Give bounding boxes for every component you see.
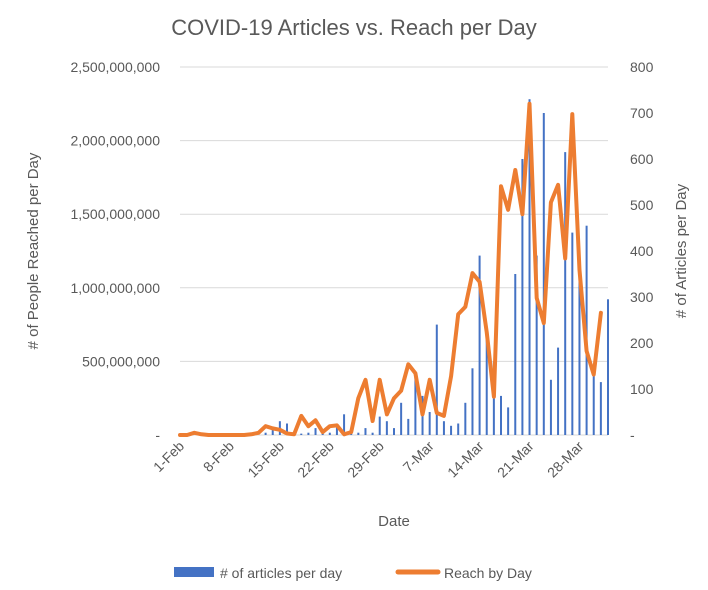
bar xyxy=(592,370,595,435)
bar xyxy=(328,432,331,435)
legend-label-articles: # of articles per day xyxy=(220,565,342,581)
left-axis-ticks: - 500,000,000 1,000,000,000 1,500,000,000 2,… xyxy=(70,59,160,443)
bar xyxy=(300,433,303,435)
left-tick-label: 1,500,000,000 xyxy=(70,206,160,222)
bar xyxy=(571,232,574,435)
x-axis-title: Date xyxy=(378,513,410,530)
bar xyxy=(435,324,438,435)
bar xyxy=(535,255,538,435)
bar xyxy=(357,432,360,435)
bar xyxy=(549,379,552,435)
chart-title: COVID-19 Articles vs. Reach per Day xyxy=(171,15,537,40)
y-axis-left-title: # of People Reached per Day xyxy=(25,152,42,349)
bar xyxy=(578,251,581,435)
right-tick-label: 700 xyxy=(630,105,654,121)
bar xyxy=(564,152,567,435)
bar xyxy=(607,299,609,435)
right-tick-label: 400 xyxy=(630,243,654,259)
right-tick-label: 100 xyxy=(630,381,654,397)
right-tick-label: 200 xyxy=(630,335,654,351)
right-tick-label: 300 xyxy=(630,289,654,305)
bar xyxy=(428,412,431,435)
bar xyxy=(343,414,346,435)
bar xyxy=(335,425,338,435)
bar xyxy=(485,331,488,435)
bar xyxy=(307,432,310,435)
bar xyxy=(378,416,381,435)
left-tick-label: 2,000,000,000 xyxy=(70,133,160,149)
bar xyxy=(500,395,502,435)
right-tick-label: 600 xyxy=(630,151,654,167)
bar xyxy=(464,402,467,435)
bar xyxy=(407,418,410,435)
reach-line xyxy=(178,101,603,437)
bar xyxy=(286,423,288,435)
left-tick-label: 1,000,000,000 xyxy=(70,280,160,296)
left-tick-label: 2,500,000,000 xyxy=(70,59,160,75)
bar xyxy=(478,255,481,435)
bar xyxy=(271,428,274,435)
bar xyxy=(557,347,560,435)
right-tick-label: 500 xyxy=(630,197,654,213)
bar xyxy=(264,432,267,435)
bar xyxy=(507,407,510,435)
bar xyxy=(400,402,403,435)
left-tick-label: 500,000,000 xyxy=(82,353,160,369)
right-axis-ticks: - 100 200 300 400 500 600 700 800 xyxy=(630,59,654,443)
bar xyxy=(385,421,388,435)
legend-label-reach: Reach by Day xyxy=(444,565,532,581)
bar xyxy=(393,428,395,435)
bar xyxy=(528,99,531,435)
bar xyxy=(314,428,317,435)
y-axis-right-title: # of Articles per Day xyxy=(673,183,690,318)
right-tick-label: - xyxy=(630,427,635,443)
bar xyxy=(450,425,453,435)
bar xyxy=(457,423,460,435)
bar xyxy=(442,421,445,435)
bar xyxy=(514,274,517,435)
bar xyxy=(599,382,602,435)
right-tick-label: 800 xyxy=(630,59,654,75)
bar xyxy=(542,113,545,435)
legend: # of articles per day Reach by Day xyxy=(174,565,532,581)
bar xyxy=(521,159,524,435)
bar xyxy=(414,372,417,435)
line-series xyxy=(178,101,603,437)
legend-swatch-articles xyxy=(174,567,214,577)
left-tick-label: - xyxy=(155,427,160,443)
bar xyxy=(371,432,374,435)
bar xyxy=(364,428,367,435)
bar xyxy=(471,368,474,435)
